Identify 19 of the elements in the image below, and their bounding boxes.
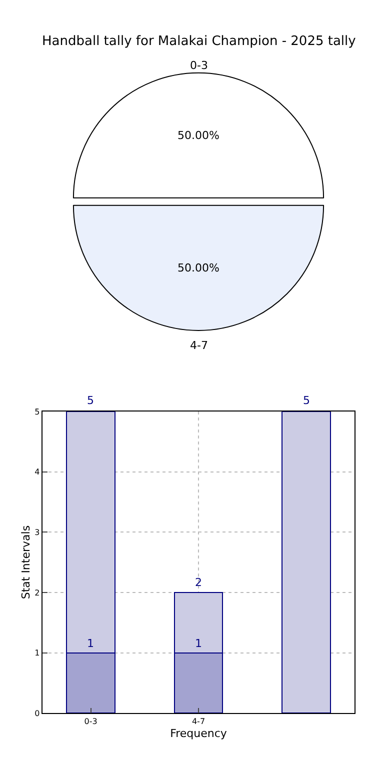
x-axis-title: Frequency: [170, 727, 228, 740]
total-label: 5: [87, 394, 94, 407]
total-label: 5: [303, 394, 310, 407]
bar: [281, 411, 331, 714]
data-label: 50.00%: [178, 261, 220, 274]
y-tick-label: 3: [34, 528, 40, 537]
data-label: 1: [87, 637, 94, 650]
y-tick-label: 5: [34, 407, 40, 416]
y-tick-label: 1: [34, 648, 40, 658]
y-axis-title: Stat Intervals: [19, 525, 32, 600]
chart-title: Handball tally for Malakai Champion - 2025 tally: [42, 34, 356, 49]
y-tick-label: 0: [34, 709, 40, 718]
slice-label: 4-7: [190, 339, 208, 352]
total-label: 2: [195, 576, 202, 589]
data-label: 50.00%: [178, 128, 220, 142]
slice-label: 0-3: [190, 59, 208, 72]
data-label: 1: [195, 637, 202, 650]
y-tick-label: 2: [34, 588, 40, 598]
y-tick-label: 4: [34, 468, 40, 477]
